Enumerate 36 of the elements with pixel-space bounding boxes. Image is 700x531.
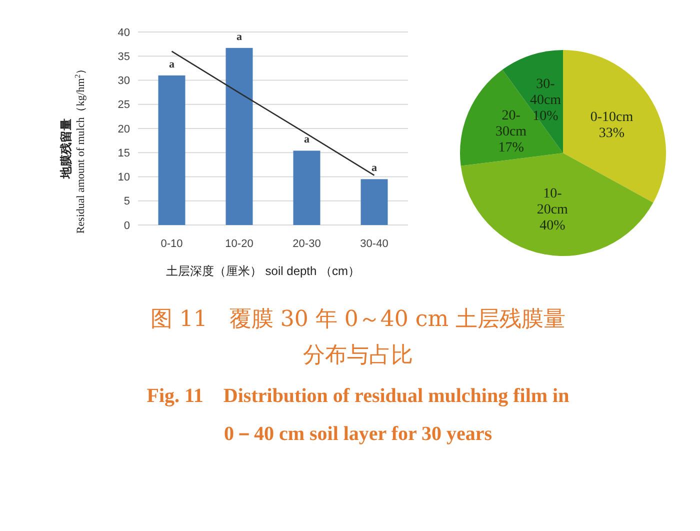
x-tick-label: 20-30 bbox=[292, 238, 321, 250]
annotation: a bbox=[372, 162, 378, 174]
slice-label: 10-20cm bbox=[536, 186, 568, 218]
y-tick-label: 20 bbox=[118, 123, 130, 136]
annotation: a bbox=[236, 30, 242, 43]
data-label: 33% bbox=[598, 126, 625, 142]
data-label: 17% bbox=[498, 140, 524, 156]
data-label: 10% bbox=[532, 109, 559, 124]
y-tick-label: 15 bbox=[118, 147, 130, 160]
y-tick-label: 30 bbox=[118, 75, 130, 88]
x-axis-title: 土层深度（厘米） soil depth （cm） bbox=[166, 264, 360, 278]
annotation: a bbox=[169, 58, 175, 70]
bar bbox=[360, 179, 388, 225]
y-tick-label: 25 bbox=[118, 99, 130, 112]
bar bbox=[293, 150, 320, 225]
data-label: 40% bbox=[540, 218, 566, 234]
x-tick-label: 30-40 bbox=[360, 238, 388, 250]
text: Fig. 11 Distribution of residual mulching film in 0－40 cm soil layer for 30 years bbox=[146, 385, 570, 445]
slice-label: 20-30cm bbox=[495, 108, 527, 140]
y-tick-label: 35 bbox=[118, 50, 130, 63]
y-tick-label: 5 bbox=[124, 196, 130, 208]
x-tick-label: 0-10 bbox=[160, 238, 183, 250]
text: 图 11 覆膜 30 年 0～40 cm 土层残膜量分布与占比 bbox=[150, 307, 566, 368]
pie-slice bbox=[460, 70, 563, 166]
bar bbox=[158, 75, 186, 225]
slice-label: 30-40cm bbox=[530, 77, 562, 108]
y-tick-label: 40 bbox=[118, 26, 130, 39]
pie-slice bbox=[563, 50, 666, 203]
annotation: a bbox=[304, 134, 310, 146]
pie-slice bbox=[460, 153, 654, 256]
bar bbox=[226, 48, 253, 225]
line-series bbox=[171, 50, 375, 176]
y-tick-label: 0 bbox=[124, 220, 130, 232]
slice-label: 0-10cm bbox=[590, 110, 634, 126]
x-tick-label: 10-20 bbox=[225, 238, 254, 250]
y-tick-label: 10 bbox=[118, 172, 130, 184]
